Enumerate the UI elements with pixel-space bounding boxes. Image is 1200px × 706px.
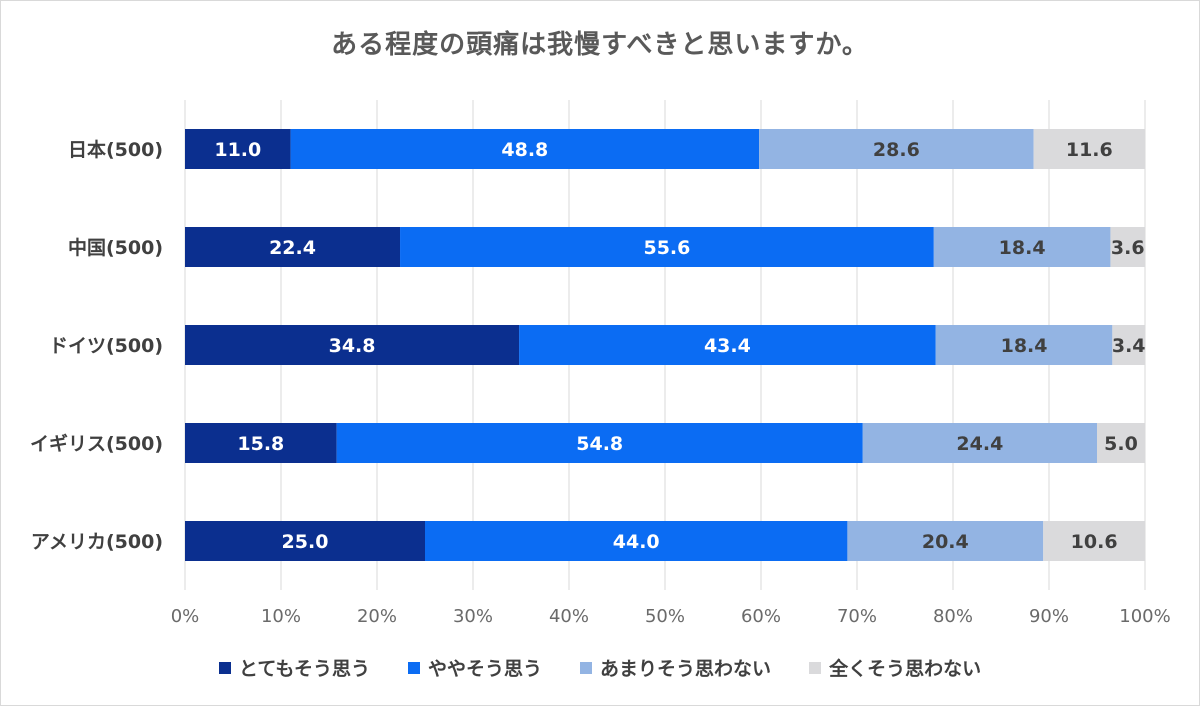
bar-segment <box>400 227 934 267</box>
legend-label: あまりそう思わない <box>600 658 772 680</box>
bar-segment <box>759 129 1034 169</box>
legend-swatch <box>580 661 593 674</box>
x-tick-label: 50% <box>645 606 685 627</box>
bar-segment <box>1033 129 1145 169</box>
bar-segment <box>847 521 1044 561</box>
x-tick-label: 0% <box>171 606 200 627</box>
bar-segment <box>185 227 401 267</box>
legend-label: 全くそう思わない <box>829 658 982 680</box>
data-label: 5.0 <box>1104 433 1138 455</box>
x-tick-label: 40% <box>549 606 589 627</box>
legend-item: ややそう思う <box>408 654 542 681</box>
x-tick-label: 100% <box>1119 606 1170 627</box>
bar-segment <box>1110 227 1145 267</box>
bar-segment <box>290 129 760 169</box>
bar-segment <box>1112 325 1145 365</box>
bar-segment <box>425 521 848 561</box>
category-label: イギリス(500) <box>30 433 163 455</box>
data-label: 25.0 <box>282 531 329 553</box>
data-label: 44.0 <box>613 531 660 553</box>
data-label: 55.6 <box>643 237 690 259</box>
category-label: アメリカ(500) <box>31 531 163 553</box>
data-label: 22.4 <box>269 237 316 259</box>
category-label: ドイツ(500) <box>49 335 163 357</box>
bar-segment <box>935 325 1113 365</box>
bar-segment <box>185 129 291 169</box>
data-label: 15.8 <box>237 433 284 455</box>
bar-segment <box>336 423 863 463</box>
data-label: 34.8 <box>329 335 376 357</box>
data-label: 3.4 <box>1112 335 1146 357</box>
data-label: 18.4 <box>1001 335 1048 357</box>
legend-item: あまりそう思わない <box>580 654 771 681</box>
legend-label: ややそう思う <box>428 658 543 680</box>
bar-segment <box>933 227 1111 267</box>
data-label: 54.8 <box>576 433 623 455</box>
data-label: 18.4 <box>999 237 1046 259</box>
bar-segment <box>185 325 520 365</box>
data-label: 28.6 <box>873 139 920 161</box>
legend-swatch <box>218 661 231 674</box>
data-label: 11.6 <box>1066 139 1113 161</box>
data-label: 20.4 <box>922 531 969 553</box>
data-label: 10.6 <box>1071 531 1118 553</box>
x-tick-label: 70% <box>837 606 877 627</box>
bar-segment <box>1097 423 1145 463</box>
data-label: 11.0 <box>214 139 261 161</box>
bar-segment <box>862 423 1097 463</box>
category-label: 日本(500) <box>68 138 163 161</box>
chart-title: ある程度の頭痛は我慢すべきと思いますか。 <box>331 30 869 60</box>
bar-segment <box>185 423 337 463</box>
legend-swatch <box>809 661 822 674</box>
legend-item: とてもそう思う <box>218 654 371 681</box>
legend-item: 全くそう思わない <box>809 654 981 681</box>
bar-segment <box>1043 521 1145 561</box>
legend-swatch <box>408 661 421 674</box>
x-tick-label: 60% <box>741 606 781 627</box>
x-tick-label: 80% <box>933 606 973 627</box>
legend-label: とてもそう思う <box>238 658 371 680</box>
x-tick-label: 30% <box>453 606 493 627</box>
bar-segment <box>519 325 936 365</box>
x-tick-label: 20% <box>357 606 397 627</box>
data-label: 43.4 <box>704 335 751 357</box>
x-tick-label: 90% <box>1029 606 1069 627</box>
chart-legend: とてもそう思う ややそう思う あまりそう思わない 全くそう思わない <box>0 654 1200 681</box>
data-label: 3.6 <box>1111 237 1145 259</box>
data-label: 24.4 <box>956 433 1003 455</box>
x-tick-label: 10% <box>261 606 301 627</box>
data-label: 48.8 <box>501 139 548 161</box>
bar-segment <box>185 521 425 561</box>
category-label: 中国(500) <box>68 236 163 259</box>
